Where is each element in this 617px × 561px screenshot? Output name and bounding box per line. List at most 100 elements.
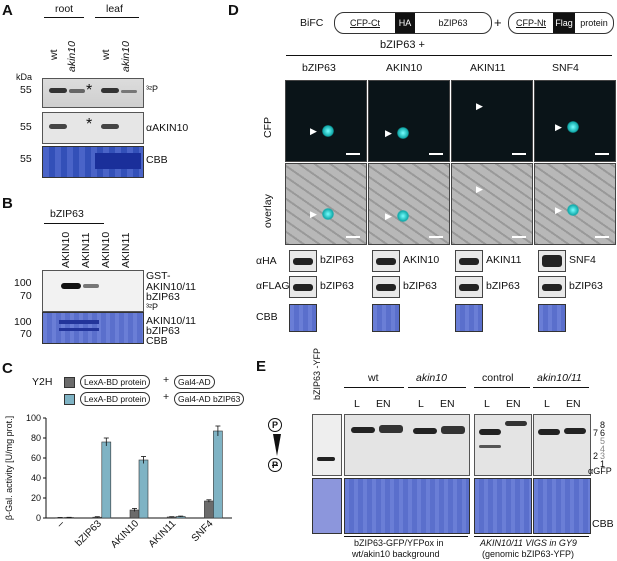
- caption2b: (genomic bZIP63-YFP): [482, 549, 575, 559]
- construct-2-part: protein: [580, 18, 608, 28]
- wb-ha-3: [455, 250, 483, 272]
- overlay-image-snf4: ▶: [534, 163, 616, 245]
- x-tick-label: AKIN11: [147, 518, 179, 550]
- legend-plus: +: [163, 391, 170, 403]
- y-tick-label: 80: [31, 433, 41, 443]
- column-label-bzip63: bZIP63: [302, 62, 336, 74]
- phospho-circle-top: P: [268, 418, 282, 432]
- lane-label-akin10-leaf: akin10: [120, 41, 132, 72]
- construct-2: CFP-Nt Flag protein: [508, 12, 614, 34]
- wb-flag-4: [538, 276, 566, 298]
- wb-cbb-4: [538, 304, 566, 332]
- label-cbb: CBB: [146, 335, 168, 347]
- group-wt-line: [344, 387, 404, 388]
- wb-flag-label-4: bZIP63: [569, 280, 603, 292]
- panel-e-label: E: [256, 358, 267, 375]
- row-32p-label: ³²P: [146, 84, 158, 94]
- blot-e-yfp: [312, 414, 342, 476]
- panel-d-label: D: [228, 2, 239, 19]
- band-label-6: 6: [600, 428, 606, 438]
- construct-1: CFP-Ct HA bZIP63: [334, 12, 492, 34]
- blot-akin10: [42, 112, 144, 144]
- mw-marker: 100: [14, 277, 32, 289]
- group-akin10-label: akin10: [416, 372, 447, 384]
- legend2-part: Gal4-AD: [178, 394, 211, 404]
- group-root-line: [44, 17, 84, 18]
- wb-flag-3: [455, 276, 483, 298]
- mw-marker: 55: [20, 84, 32, 96]
- group-leaf-label: leaf: [106, 3, 123, 15]
- y-tick-label: 100: [26, 413, 41, 423]
- mw-marker: 55: [20, 121, 32, 133]
- legend-plus: +: [163, 374, 170, 386]
- wb-ha-2: [372, 250, 400, 272]
- lane-yfp-label: bZIP63 -YFP: [312, 347, 322, 400]
- group-bzip63-line: [44, 223, 104, 224]
- wb-flag-1: [289, 276, 317, 298]
- caption1b: wt/akin10 background: [352, 549, 440, 559]
- y-tick-label: 60: [31, 453, 41, 463]
- blot-b-32p: [42, 270, 144, 312]
- y-tick-label: 20: [31, 493, 41, 503]
- lane-label-wt-root: wt: [48, 49, 60, 61]
- construct-1-part: bZIP63: [438, 18, 468, 28]
- lane-label-2: AKIN11: [80, 232, 92, 268]
- group-akin10-line: [408, 387, 466, 388]
- x-tick-label: bZIP63: [73, 518, 104, 549]
- wb-row-ha: αHA: [256, 255, 277, 267]
- mw-marker: 55: [20, 153, 32, 165]
- mw-marker: 70: [20, 290, 32, 302]
- blot-e-cbb-1: [344, 478, 470, 534]
- blot-e-akin10-11: [533, 414, 591, 476]
- legend1-part: protein: [120, 377, 147, 387]
- label-bzip63-cbb: bZIP63: [146, 325, 180, 337]
- column-label-snf4: SNF4: [552, 62, 579, 74]
- label-32p: ³²P: [146, 302, 158, 312]
- x-tick-label: AKIN10: [109, 518, 141, 550]
- cbb-label: CBB: [592, 518, 614, 530]
- mw-marker: 100: [14, 316, 32, 328]
- lane-sub-label: L: [354, 398, 360, 410]
- subtitle: bZIP63 +: [380, 39, 425, 51]
- lane-label-akin10-root: akin10: [66, 41, 78, 72]
- group-leaf-line: [95, 17, 139, 18]
- band-label-3: 3: [600, 451, 606, 461]
- legend2-box: LexA-BD protein: [80, 392, 151, 406]
- panel-a-label: A: [2, 2, 13, 19]
- blot-e-control: [474, 414, 532, 476]
- lane-label-3: AKIN10: [100, 231, 112, 268]
- bar: [138, 459, 149, 519]
- y-axis-label: β-Gal. activity [U/mg prot.]: [4, 416, 14, 520]
- band-label-5: 5: [600, 436, 606, 446]
- legend1-box: LexA-BD protein: [80, 375, 151, 389]
- group-akin10-11-label: akin10/11: [537, 372, 582, 384]
- wb-row-flag: αFLAG: [256, 280, 290, 292]
- x-tick-label: SNF4: [190, 518, 216, 544]
- lane-sub-label: L: [544, 398, 550, 410]
- blot-e-wt-akin10: [344, 414, 470, 476]
- caption1-line: [344, 536, 468, 537]
- bifc-label: BiFC: [300, 17, 324, 29]
- lane-sub-label: EN: [506, 398, 521, 410]
- overlay-image-akin10: ▶: [368, 163, 450, 245]
- star-marker: *: [86, 82, 93, 99]
- bar-chart: 0 20 40 60 80 100 β-Gal. activity [U/mg prot.]…: [4, 413, 232, 550]
- legend1-ad-box: Gal4-AD: [174, 375, 215, 389]
- lane-label-wt-leaf: wt: [100, 49, 112, 61]
- overlay-image-akin11: ▶: [451, 163, 533, 245]
- label-akin10-11-cbb: AKIN10/11: [146, 315, 197, 327]
- wb-cbb-2: [372, 304, 400, 332]
- kda-label: kDa: [16, 72, 33, 82]
- y-tick-label: 40: [31, 473, 41, 483]
- caption1a: bZIP63-GFP/YFPox in: [354, 538, 444, 548]
- agfp-label: αGFP: [588, 466, 612, 476]
- group-wt-label: wt: [368, 372, 379, 384]
- legend2-ad-box: Gal4-AD bZIP63: [174, 392, 245, 406]
- row-cbb-label: CBB: [146, 154, 168, 166]
- lane-sub-label: L: [484, 398, 490, 410]
- group-control-line: [474, 387, 530, 388]
- group-bzip63-label: bZIP63: [50, 208, 84, 220]
- phospho-gradient-arrow: [273, 434, 281, 456]
- construct-2-tag: Flag: [553, 13, 575, 33]
- blot-e-cbb-yfp: [312, 478, 342, 534]
